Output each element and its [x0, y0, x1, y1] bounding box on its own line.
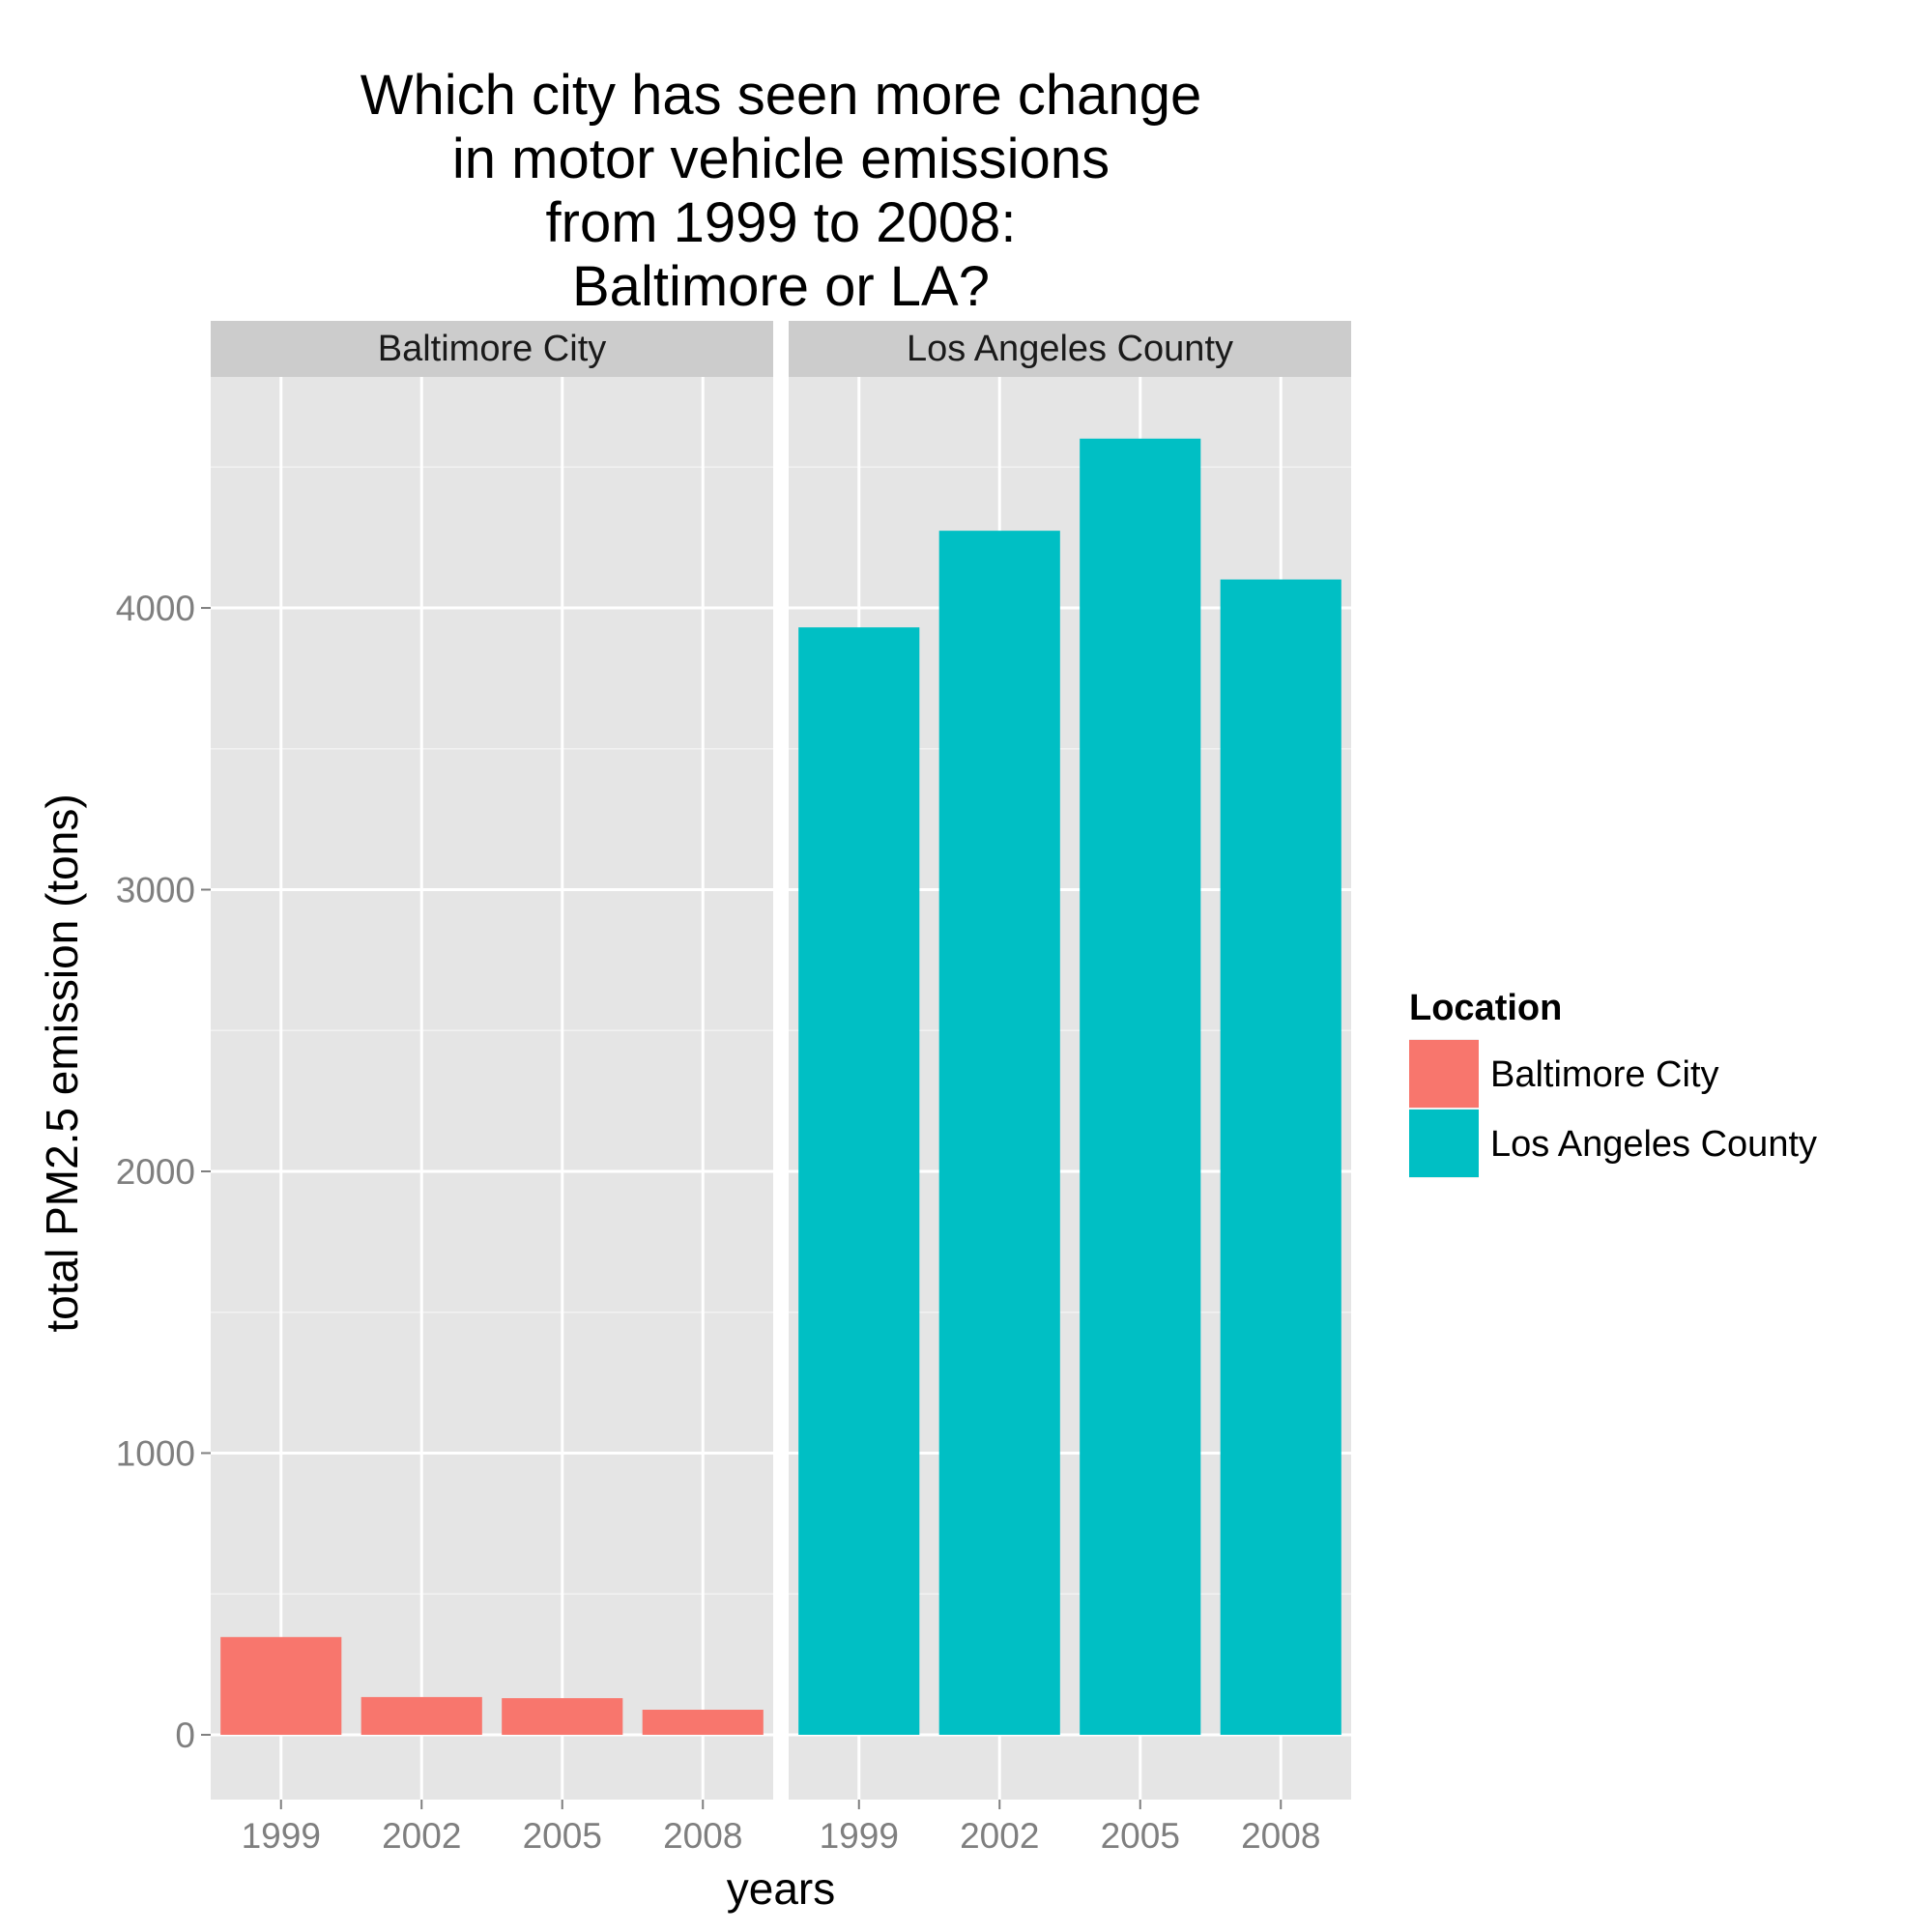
facet-panel: Baltimore City 1999 2002 2005 2008 [211, 321, 773, 1856]
x-tick-label: 2008 [1241, 1816, 1320, 1856]
legend-title: Location [1409, 988, 1562, 1028]
x-tick-label: 2005 [1101, 1816, 1180, 1856]
chart-title-line: in motor vehicle emissions [452, 128, 1110, 190]
legend-key-swatch [1409, 1110, 1479, 1177]
bar [1080, 438, 1201, 1735]
facet-strip-label: Baltimore City [378, 329, 607, 369]
y-tick-label: 4000 [116, 589, 195, 628]
panel-background [211, 377, 773, 1800]
facet-strip-label: Los Angeles County [907, 329, 1233, 369]
bar [642, 1710, 764, 1735]
chart-title-line: from 1999 to 2008: [546, 191, 1017, 254]
y-axis: 0 1000 2000 3000 4000 [116, 589, 211, 1755]
legend-entry-label: Baltimore City [1490, 1054, 1719, 1095]
bar [938, 531, 1060, 1735]
y-tick-label: 3000 [116, 871, 195, 910]
chart-title-line: Baltimore or LA? [572, 255, 990, 318]
facet-strip [211, 321, 773, 377]
y-axis-title: total PM2.5 emission (tons) [37, 793, 87, 1332]
x-tick-label: 1999 [242, 1816, 321, 1856]
y-tick-label: 2000 [116, 1152, 195, 1192]
legend-key-swatch [1409, 1040, 1479, 1108]
bar [360, 1696, 482, 1735]
legend: Location Baltimore City Los Angeles Count… [1409, 988, 1817, 1178]
y-tick-label: 0 [175, 1716, 195, 1755]
y-tick-label: 1000 [116, 1433, 195, 1473]
x-tick-label: 2008 [663, 1816, 742, 1856]
bar [502, 1698, 623, 1735]
chart-title: Which city has seen more change in motor… [360, 64, 1201, 318]
x-tick-label: 1999 [820, 1816, 899, 1856]
facet-strip [789, 321, 1351, 377]
chart-title-line: Which city has seen more change [360, 64, 1201, 127]
x-tick-label: 2005 [523, 1816, 602, 1856]
x-axis-title: years [727, 1863, 835, 1914]
x-tick-label: 2002 [382, 1816, 461, 1856]
facet-panel: Los Angeles County 1999 2002 2005 2008 [789, 321, 1351, 1856]
bar [1220, 579, 1341, 1735]
bar [220, 1636, 342, 1735]
bar [798, 627, 920, 1735]
legend-entry-label: Los Angeles County [1490, 1124, 1817, 1165]
x-tick-label: 2002 [960, 1816, 1039, 1856]
